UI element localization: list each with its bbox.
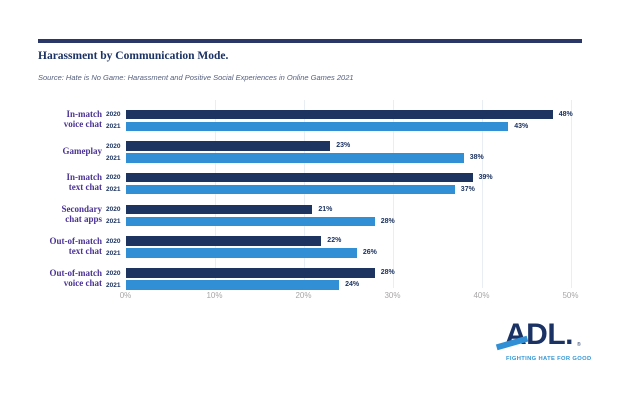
x-axis-tick-label: 10%: [206, 291, 223, 300]
value-label: 39%: [478, 173, 493, 181]
category-label: Out-of-match voice chat: [49, 267, 103, 288]
year-label: 2020: [106, 142, 121, 150]
category-label: In-match voice chat: [63, 109, 102, 129]
bar-2021: [125, 184, 455, 195]
value-label: 48%: [558, 110, 573, 118]
category-label: In-match text chat: [66, 172, 103, 193]
bar-2020: [125, 236, 322, 246]
x-axis-tick-label: 30%: [384, 291, 401, 300]
chart-title: Harassment by Communication Mode.: [38, 50, 229, 62]
value-label: 43%: [514, 122, 529, 130]
bar-2020: [125, 268, 375, 278]
year-label: 2020: [106, 206, 121, 214]
bar-2021: [125, 216, 375, 227]
year-label: 2020: [106, 111, 121, 118]
value-label: 37%: [460, 185, 475, 193]
year-label: 2021: [106, 154, 121, 162]
source-note: Source: Hate is No Game: Harassment and …: [38, 73, 354, 82]
value-label: 28%: [380, 217, 395, 225]
bar-2021: [125, 248, 357, 258]
bar-2020: [125, 172, 473, 183]
adl-logo-tagline: FIGHTING HATE FOR GOOD: [506, 356, 592, 362]
year-label: 2021: [106, 281, 121, 289]
value-label: 28%: [380, 269, 395, 276]
header-rule: [38, 39, 582, 43]
value-label: 23%: [336, 142, 351, 150]
adl-logo-wordmark: ADL.: [505, 318, 574, 351]
x-axis-tick-label: 20%: [295, 291, 312, 300]
value-label: 22%: [327, 237, 342, 245]
bar-2021: [125, 121, 509, 131]
value-label: 38%: [469, 154, 484, 162]
value-label: 24%: [345, 281, 360, 288]
bar-2020: [125, 204, 313, 215]
category-label: Gameplay: [62, 145, 103, 156]
category-label: Secondary chat apps: [61, 204, 103, 225]
x-axis-tick-label: 50%: [562, 291, 579, 300]
bar-2021: [125, 153, 464, 163]
gridline: [481, 100, 483, 288]
x-axis-tick-label: 40%: [473, 291, 490, 300]
year-label: 2020: [106, 237, 121, 245]
gridline: [570, 100, 572, 288]
year-label: 2021: [106, 123, 121, 130]
bar-2020: [125, 109, 553, 119]
category-label: Out-of-match text chat: [49, 235, 103, 256]
bar-2021: [125, 280, 340, 290]
year-label: 2021: [106, 249, 121, 257]
value-label: 26%: [362, 249, 377, 257]
registered-trademark-icon: ®: [577, 342, 581, 348]
year-label: 2021: [106, 218, 121, 226]
year-label: 2020: [106, 269, 121, 277]
bar-2020: [125, 141, 331, 151]
value-label: 21%: [318, 205, 333, 213]
x-axis-tick-label: 0%: [119, 291, 132, 300]
year-label: 2020: [106, 174, 121, 182]
year-label: 2021: [106, 186, 121, 194]
